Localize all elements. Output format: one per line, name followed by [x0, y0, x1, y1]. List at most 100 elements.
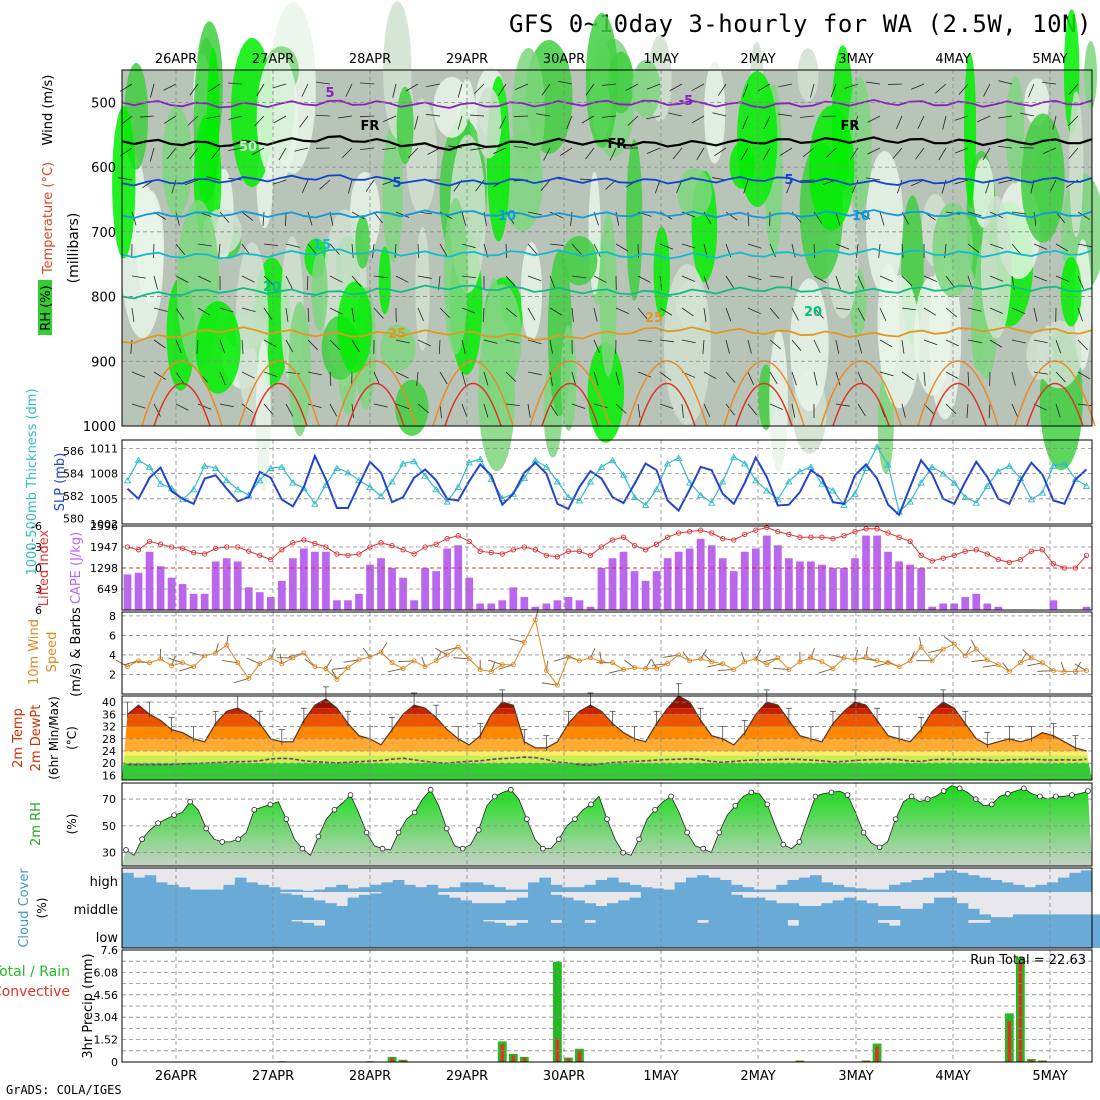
wind-barb: [273, 115, 287, 124]
cloud-cell: [167, 892, 179, 920]
cloud-cell: [257, 884, 270, 892]
rh-point: [283, 816, 290, 822]
cape-bar: [311, 551, 319, 610]
cloud-cell: [787, 903, 800, 920]
lifted-index-point: [687, 528, 693, 535]
cloud-cell: [742, 920, 755, 948]
cloud-cell: [291, 889, 303, 892]
cloud-cell: [392, 920, 405, 948]
precip-axis-label: 3hr Precip (mm): [81, 953, 96, 1058]
wind-barb: [585, 147, 595, 160]
wind-barb-10m: [487, 659, 503, 666]
wind-speed-line: [127, 618, 1087, 687]
isotherm-line: [121, 247, 1093, 260]
wind-barb: [307, 403, 322, 409]
wind-barb: [593, 307, 598, 322]
cloud-cell: [505, 925, 518, 948]
wind-barb: [835, 371, 841, 386]
wind-barb-10m: [1027, 662, 1043, 667]
thickness-point: [311, 500, 319, 507]
rh-shade-blob: [395, 379, 429, 436]
cloud-cell: [1046, 920, 1059, 948]
rh-shade-blob: [913, 276, 951, 396]
cloud-cell: [1035, 914, 1048, 920]
rh-point: [267, 801, 274, 808]
wind-barb: [1033, 371, 1048, 375]
wind-speed-point: [554, 682, 560, 688]
rh-point: [956, 785, 963, 792]
thickness-point: [840, 501, 848, 508]
lifted-index-point: [532, 547, 539, 553]
cape-bar: [288, 558, 297, 610]
lifted-index-point: [400, 547, 406, 553]
cape-bar: [773, 545, 782, 610]
wind-barb-10m: [453, 657, 470, 660]
cloud-cell: [663, 892, 676, 920]
wind-barb: [615, 307, 629, 315]
wind-speed-point: [808, 655, 814, 661]
lifted-index-point: [554, 554, 561, 560]
cloud-cell: [832, 920, 845, 948]
wind-barb: [461, 339, 466, 354]
cape-bar: [509, 587, 518, 610]
wind-barb: [285, 339, 294, 353]
wind-barb: [306, 275, 309, 291]
wind-barb: [187, 115, 199, 126]
wind-barb: [189, 147, 199, 160]
lifted-index-point: [246, 548, 252, 554]
rh-point: [876, 844, 883, 851]
cloud-cell: [392, 880, 405, 892]
wind-barb: [549, 339, 553, 354]
lifted-index-point: [190, 549, 197, 556]
rh-point: [1037, 793, 1043, 800]
wind-barb: [967, 371, 970, 386]
wind-barb: [166, 147, 177, 160]
cloud-cell: [358, 894, 371, 920]
rh-shade-blob: [663, 263, 711, 426]
isotherm-35: [444, 382, 502, 427]
precip-convective-bar: [522, 1057, 527, 1062]
cloud-cell: [573, 887, 585, 892]
cloud-cell: [1069, 914, 1082, 920]
wind-barb: [558, 80, 573, 85]
cloud-cell: [437, 920, 450, 948]
wind-barb-10m: [1037, 670, 1054, 672]
wind-tick-label: 4: [109, 649, 116, 662]
lifted-index-point: [664, 534, 671, 540]
lifted-index-tick-label: 0: [35, 562, 42, 575]
cloud-cell: [934, 872, 946, 892]
wind-barb: [360, 82, 375, 85]
wind-barb: [307, 371, 322, 376]
rh-point: [860, 829, 867, 836]
wind-barb-10m: [343, 659, 360, 663]
cloud-cell: [325, 887, 337, 892]
lifted-index-axis-label: Lifted Index: [37, 529, 52, 606]
cape-bar: [652, 571, 661, 610]
wind-speed-point: [885, 660, 891, 666]
lifted-index-point: [753, 527, 759, 533]
rh-point: [315, 833, 322, 840]
date-tick-label-bottom: 28APR: [349, 1069, 391, 1084]
cape-bar: [211, 561, 220, 610]
wind-barb: [373, 275, 388, 279]
wind-barb: [341, 147, 353, 159]
precip-convective-bar: [1018, 961, 1023, 1062]
wind-barb: [219, 307, 234, 313]
wind-barb: [825, 147, 837, 159]
lifted-index-tick-label: -3: [31, 541, 42, 554]
wind-barb: [967, 339, 982, 344]
wind-barb: [762, 147, 771, 161]
cape-bar: [123, 574, 132, 610]
wind-barb: [935, 83, 947, 94]
cloud-cell: [1001, 917, 1014, 920]
panel-frame: [121, 949, 1093, 1063]
wind-barb: [1067, 115, 1079, 127]
thickness-point: [520, 474, 529, 482]
wind-barb: [1068, 83, 1079, 95]
cloud-cell: [877, 889, 890, 892]
thickness-point: [333, 464, 341, 471]
temp-unit-label: (°C): [65, 726, 79, 750]
lifted-index-point: [620, 534, 627, 540]
rh-point: [844, 792, 851, 798]
cloud-cell: [573, 900, 585, 920]
